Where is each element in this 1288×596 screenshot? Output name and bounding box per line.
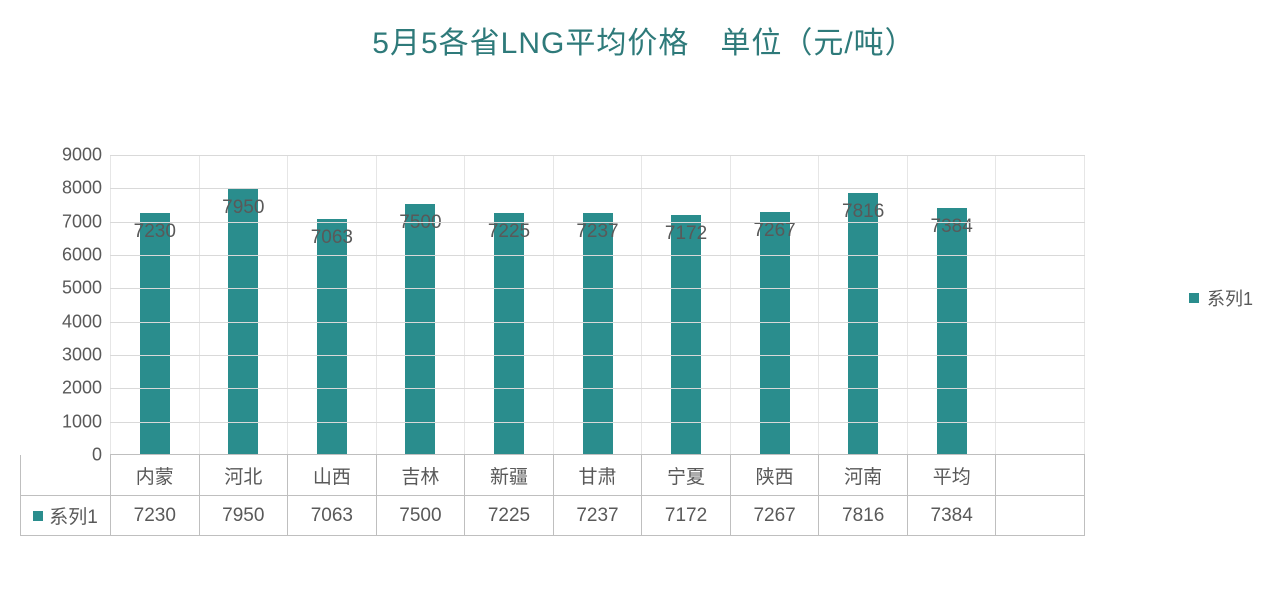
bar-value-label: 7063 bbox=[311, 227, 353, 249]
bar bbox=[848, 193, 878, 454]
bars-container: 7230 7950 7063 7500 7225 7237 7172 7267 7816 7384 bbox=[110, 155, 1085, 454]
value-cell: 7063 bbox=[288, 496, 377, 535]
legend-label: 系列1 bbox=[1207, 285, 1253, 311]
bar bbox=[140, 213, 170, 454]
category-row: 内蒙河北山西吉林新疆甘肃宁夏陕西河南平均 bbox=[21, 455, 1084, 495]
value-cell bbox=[996, 496, 1084, 535]
gridline bbox=[110, 388, 1085, 389]
series-row: 系列1 723079507063750072257237717272677816… bbox=[21, 495, 1084, 535]
bar-value-label: 7950 bbox=[222, 197, 264, 219]
category-cell: 新疆 bbox=[465, 455, 554, 495]
bar-slot: 7816 bbox=[819, 155, 908, 454]
series-row-head: 系列1 bbox=[21, 496, 111, 535]
category-cell: 陕西 bbox=[731, 455, 820, 495]
category-cell: 内蒙 bbox=[111, 455, 200, 495]
bar bbox=[583, 213, 613, 454]
y-tick-label: 8000 bbox=[32, 178, 102, 199]
category-row-head bbox=[21, 455, 111, 495]
bar-value-label: 7384 bbox=[931, 216, 973, 238]
category-cell bbox=[996, 455, 1084, 495]
bar-slot: 7950 bbox=[200, 155, 289, 454]
value-cell: 7500 bbox=[377, 496, 466, 535]
category-cell: 山西 bbox=[288, 455, 377, 495]
gridline bbox=[110, 322, 1085, 323]
legend: 系列1 bbox=[1189, 285, 1253, 311]
value-cell: 7384 bbox=[908, 496, 997, 535]
value-cell: 7816 bbox=[819, 496, 908, 535]
gridline bbox=[110, 355, 1085, 356]
gridline bbox=[110, 288, 1085, 289]
bar-value-label: 7230 bbox=[134, 221, 176, 243]
bar-slot bbox=[996, 155, 1085, 454]
bar bbox=[760, 212, 790, 454]
y-tick-label: 5000 bbox=[32, 278, 102, 299]
bar bbox=[671, 215, 701, 454]
y-tick-label: 3000 bbox=[32, 345, 102, 366]
gridline bbox=[110, 155, 1085, 156]
category-cell: 河南 bbox=[819, 455, 908, 495]
bar-slot: 7267 bbox=[731, 155, 820, 454]
bar-value-label: 7267 bbox=[753, 220, 795, 242]
bar-value-label: 7237 bbox=[576, 221, 618, 243]
bar bbox=[494, 213, 524, 454]
y-tick-label: 1000 bbox=[32, 411, 102, 432]
bar-slot: 7384 bbox=[908, 155, 997, 454]
gridline bbox=[110, 422, 1085, 423]
bar-slot: 7230 bbox=[110, 155, 200, 454]
gridline bbox=[110, 222, 1085, 223]
bar bbox=[317, 219, 347, 454]
series-swatch-icon bbox=[33, 511, 43, 521]
value-cell: 7230 bbox=[111, 496, 200, 535]
bar-slot: 7063 bbox=[288, 155, 377, 454]
bar-slot: 7500 bbox=[377, 155, 466, 454]
category-cell: 吉林 bbox=[377, 455, 466, 495]
value-cell: 7237 bbox=[554, 496, 643, 535]
bar-value-label: 7225 bbox=[488, 221, 530, 243]
category-cell: 甘肃 bbox=[554, 455, 643, 495]
plot-area: 7230 7950 7063 7500 7225 7237 7172 7267 7816 7384… bbox=[110, 155, 1085, 455]
bar-slot: 7172 bbox=[642, 155, 731, 454]
bar bbox=[405, 204, 435, 454]
category-cell: 平均 bbox=[908, 455, 997, 495]
gridline bbox=[110, 188, 1085, 189]
chart-title: 5月5各省LNG平均价格 单位（元/吨） bbox=[0, 18, 1288, 62]
bar-value-label: 7172 bbox=[665, 223, 707, 245]
series-row-label: 系列1 bbox=[49, 502, 98, 529]
value-cell: 7172 bbox=[642, 496, 731, 535]
lng-price-chart: 5月5各省LNG平均价格 单位（元/吨） 7230795070637500722… bbox=[0, 0, 1288, 596]
legend-swatch-icon bbox=[1189, 293, 1199, 303]
category-cell: 河北 bbox=[200, 455, 289, 495]
y-tick-label: 7000 bbox=[32, 211, 102, 232]
y-tick-label: 9000 bbox=[32, 145, 102, 166]
y-tick-label: 6000 bbox=[32, 245, 102, 266]
category-cell: 宁夏 bbox=[642, 455, 731, 495]
y-tick-label: 2000 bbox=[32, 378, 102, 399]
bar-slot: 7237 bbox=[554, 155, 643, 454]
gridline bbox=[110, 255, 1085, 256]
data-table: 内蒙河北山西吉林新疆甘肃宁夏陕西河南平均 系列1 723079507063750… bbox=[20, 455, 1085, 536]
bar-value-label: 7816 bbox=[842, 201, 884, 223]
value-cell: 7225 bbox=[465, 496, 554, 535]
bar-value-label: 7500 bbox=[399, 212, 441, 234]
bar bbox=[937, 208, 967, 454]
bar-slot: 7225 bbox=[465, 155, 554, 454]
y-tick-label: 4000 bbox=[32, 311, 102, 332]
value-cell: 7267 bbox=[731, 496, 820, 535]
value-cell: 7950 bbox=[200, 496, 289, 535]
